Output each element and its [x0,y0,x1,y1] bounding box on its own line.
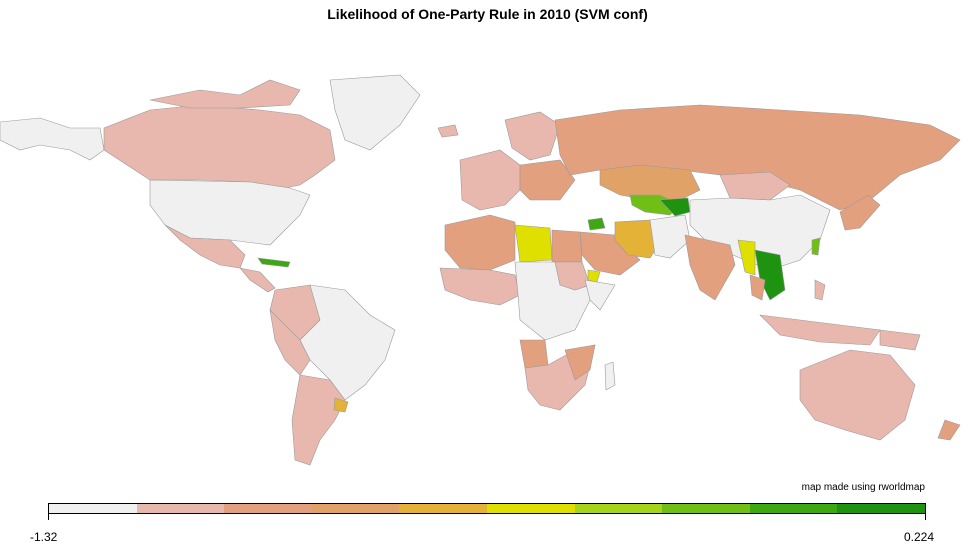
new-zealand [937,419,961,441]
korea [811,237,821,256]
sudan [554,261,591,291]
map-title: Likelihood of One-Party Rule in 2010 (SV… [327,6,648,22]
philippines [814,279,826,301]
yemen [587,269,601,283]
horn-of-africa [584,279,616,311]
cuba [257,257,291,268]
legend-swatch-1 [49,504,137,513]
syria [587,217,606,231]
legend-swatch-10 [837,504,925,513]
legend-min-label: -1.32 [30,530,58,544]
europe-east [519,159,576,201]
australia [799,349,916,441]
madagascar [604,361,616,391]
scandinavia [504,111,561,161]
central-america [239,267,276,293]
india [684,234,736,301]
canada [103,104,336,191]
papua [879,329,921,351]
vietnam-laos [754,249,786,301]
egypt [551,229,583,263]
legend-swatch-2 [136,504,225,513]
iceland [437,124,459,138]
legend-swatch-6 [486,504,575,513]
europe-west [459,149,521,211]
legend-max-label: 0.224 [904,530,935,544]
afghanistan-pakistan [649,214,691,259]
arctic-islands [149,79,301,109]
legend-swatch-4 [311,504,400,513]
greenland [329,74,421,151]
thailand [749,274,766,301]
angola [519,339,549,369]
japan [839,194,881,231]
brazil [299,284,396,401]
legend-swatch-9 [749,504,838,513]
uruguay [333,397,349,413]
color-legend [48,503,926,514]
legend-swatch-8 [662,504,750,513]
libya [514,224,553,263]
legend-swatch-3 [224,504,312,513]
mozambique [564,344,596,381]
mongolia [719,171,791,201]
legend-swatch-5 [399,504,487,513]
map-credit: map made using rworldmap [801,482,925,493]
alaska [0,117,105,161]
west-africa [439,267,521,306]
usa [149,179,311,246]
legend-swatch-7 [574,504,663,513]
north-africa-west [444,214,516,271]
legend-tick-max [925,514,926,520]
myanmar [737,239,756,276]
argentina [291,374,346,466]
legend-tick-min [48,514,49,520]
indonesia [759,314,881,346]
